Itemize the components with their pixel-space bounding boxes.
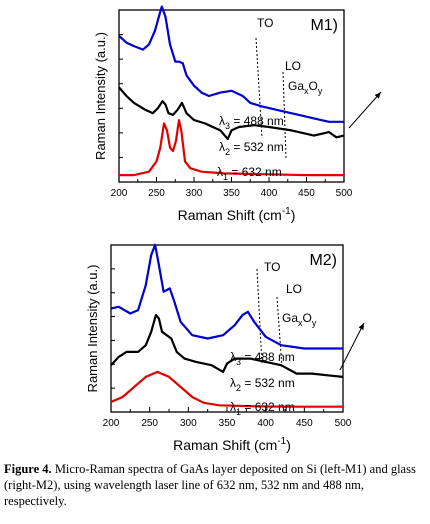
x-axis-label: Raman Shift (cm-1) xyxy=(173,436,291,453)
o-sub-y: y xyxy=(312,318,317,328)
x-axis-label-end: ) xyxy=(286,437,291,453)
lo-label: LO xyxy=(286,282,302,296)
x-tick-label: 450 xyxy=(298,188,315,199)
lambda-subscript: 3 xyxy=(236,357,241,367)
series-line-2 xyxy=(110,314,344,378)
lambda-symbol: λ xyxy=(219,114,225,128)
o-text: O xyxy=(309,79,318,93)
ga-sub-x: x xyxy=(298,318,303,328)
gaxoy-arrow-head xyxy=(358,323,364,330)
lambda-symbol: λ xyxy=(230,400,236,414)
gaxoy-arrow-head xyxy=(374,92,381,99)
ga-text: Ga xyxy=(288,79,304,93)
y-axis-label: Raman Intensity (a.u.) xyxy=(85,265,100,393)
lambda-subscript: 2 xyxy=(225,147,230,157)
lambda-value: = 532 nm xyxy=(241,376,295,390)
x-axis-label-main: Raman Shift (cm xyxy=(178,207,282,223)
ga-text: Ga xyxy=(282,311,298,325)
lo-label: LO xyxy=(285,59,301,73)
lambda-value: = 488 nm xyxy=(241,350,295,364)
series-label-1: λ1 = 632 nm xyxy=(230,400,295,417)
x-tick-label: 300 xyxy=(186,188,203,199)
x-tick-label: 400 xyxy=(257,418,274,429)
ga-sub-x: x xyxy=(304,86,309,96)
gaxoy-label: GaxOy xyxy=(282,311,317,328)
series-label-1: λ1 = 632 nm xyxy=(217,165,282,182)
lambda-symbol: λ xyxy=(230,350,236,364)
lambda-symbol: λ xyxy=(219,140,225,154)
series-line-1 xyxy=(119,119,344,177)
panel-label: M1) xyxy=(310,17,338,34)
lambda-symbol: λ xyxy=(230,376,236,390)
series-label-3: λ3 = 488 nm xyxy=(230,350,295,367)
x-tick-label: 500 xyxy=(335,418,352,429)
plot-frame xyxy=(110,244,344,413)
lambda-subscript: 3 xyxy=(225,121,230,131)
o-text: O xyxy=(303,311,312,325)
x-tick-label: 200 xyxy=(103,418,120,429)
gaxoy-arrow-line xyxy=(339,322,365,371)
x-axis-label-sup: -1 xyxy=(282,206,291,217)
gaxoy-label: GaxOy xyxy=(288,79,323,96)
figure-caption: Figure 4. Micro-Raman spectra of GaAs la… xyxy=(4,461,428,509)
lambda-value: = 632 nm xyxy=(228,165,282,179)
x-tick-label: 250 xyxy=(148,188,165,199)
series-label-2: λ2 = 532 nm xyxy=(219,140,284,157)
lambda-value: = 532 nm xyxy=(230,140,284,154)
figure-caption-text: Micro-Raman spectra of GaAs layer deposi… xyxy=(4,462,416,508)
peak-guide-line xyxy=(256,268,263,366)
gaxoy-arrow-line xyxy=(348,91,382,129)
figure-caption-label: Figure 4. xyxy=(4,462,52,476)
panel-label: M2) xyxy=(309,252,337,269)
lambda-symbol: λ xyxy=(217,165,223,179)
lambda-subscript: 2 xyxy=(236,383,241,393)
x-axis-label-end: ) xyxy=(291,207,296,223)
series-label-2: λ2 = 532 nm xyxy=(230,376,295,393)
lambda-subscript: 1 xyxy=(236,407,241,417)
x-tick-label: 500 xyxy=(336,188,353,199)
series-label-3: λ3 = 488 nm xyxy=(219,114,284,131)
x-tick-label: 400 xyxy=(261,188,278,199)
x-tick-label: 350 xyxy=(223,188,240,199)
series-line-2 xyxy=(118,86,345,141)
series-line-1 xyxy=(110,370,343,408)
to-label: TO xyxy=(257,16,273,30)
series-line-3 xyxy=(118,5,344,123)
x-tick-label: 250 xyxy=(141,418,158,429)
x-axis-label-sup: -1 xyxy=(277,436,286,447)
series-line-3 xyxy=(110,243,343,350)
lambda-value: = 632 nm xyxy=(241,400,295,414)
x-axis-label-main: Raman Shift (cm xyxy=(173,437,277,453)
x-tick-label: 350 xyxy=(219,418,236,429)
lambda-value: = 488 nm xyxy=(230,114,284,128)
peak-guide-line xyxy=(255,37,263,139)
y-axis-label: Raman Intensity (a.u.) xyxy=(93,32,108,160)
x-tick-label: 200 xyxy=(111,188,128,199)
lambda-subscript: 1 xyxy=(223,172,228,182)
x-tick-label: 450 xyxy=(296,418,313,429)
x-axis-label: Raman Shift (cm-1) xyxy=(178,206,296,223)
x-tick-label: 300 xyxy=(180,418,197,429)
o-sub-y: y xyxy=(318,86,323,96)
to-label: TO xyxy=(264,260,280,274)
